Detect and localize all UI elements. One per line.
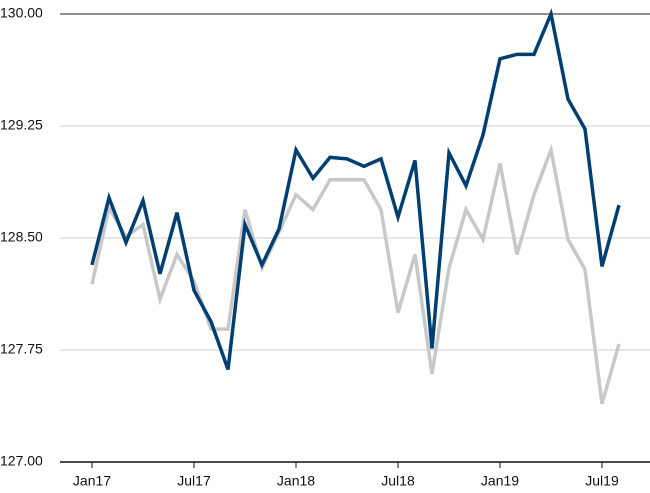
y-tick-label: 129.25 <box>0 117 43 133</box>
y-tick-label: 127.75 <box>0 341 43 357</box>
y-tick-label: 130.00 <box>0 5 43 21</box>
x-tick-label: Jan18 <box>277 473 315 489</box>
series-line <box>90 143 621 405</box>
x-tick-label: Jan17 <box>73 473 111 489</box>
x-tick-label: Jul18 <box>381 473 415 489</box>
series-line <box>90 8 621 370</box>
x-tick-label: Jul19 <box>585 473 619 489</box>
x-tick-label: Jan19 <box>481 473 519 489</box>
y-tick-label: 128.50 <box>0 229 43 245</box>
y-tick-label: 127.00 <box>0 453 43 469</box>
x-tick-label: Jul17 <box>177 473 211 489</box>
